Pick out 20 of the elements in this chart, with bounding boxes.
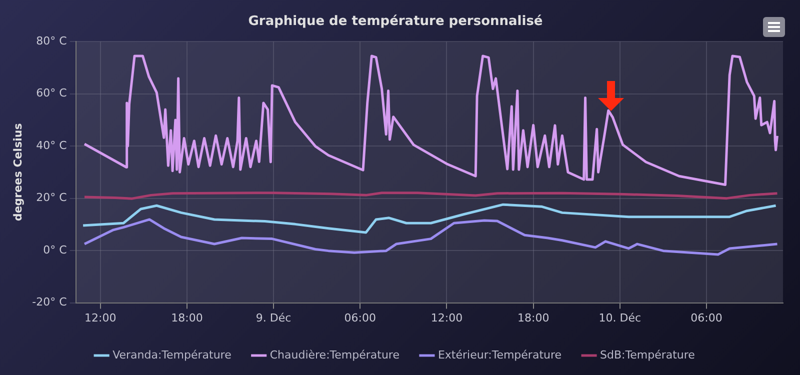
- legend-label: Chaudière:Température: [270, 348, 400, 362]
- x-tick-label: 18:00: [171, 311, 203, 324]
- legend-label: Extérieur:Température: [438, 348, 562, 362]
- y-tick-label: 80° C: [36, 34, 68, 48]
- y-axis-title: degrees Celsius: [11, 122, 24, 222]
- x-tick-label: 06:00: [690, 311, 722, 324]
- y-tick-label: 40° C: [36, 138, 68, 152]
- y-tick-label: 20° C: [36, 191, 68, 204]
- x-tick-label: 9. Déc: [256, 311, 292, 324]
- x-tick-label: 12:00: [430, 311, 463, 324]
- x-tick-label: 10. Déc: [598, 311, 642, 324]
- y-tick-label: 60° C: [36, 86, 68, 100]
- x-tick-label: 12:00: [84, 311, 116, 324]
- y-tick-label: 0° C: [43, 243, 68, 256]
- x-tick-label: 18:00: [517, 311, 550, 324]
- y-tick-label: -20° C: [32, 296, 68, 309]
- legend-label: Veranda:Température: [112, 348, 232, 362]
- x-tick-label: 06:00: [344, 311, 376, 324]
- chart-title: Graphique de température personnalisé: [248, 14, 543, 30]
- legend-label: SdB:Température: [600, 348, 696, 362]
